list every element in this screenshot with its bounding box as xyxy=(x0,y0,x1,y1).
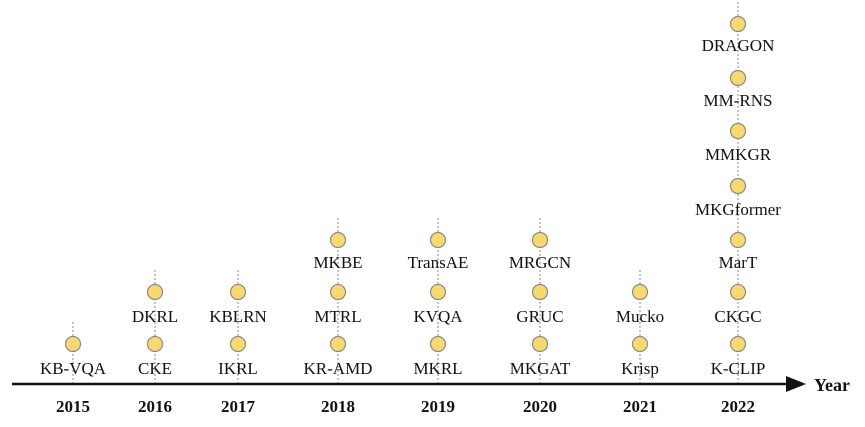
model-label: MRGCN xyxy=(509,253,571,272)
timeline-node-marker xyxy=(329,283,347,301)
timeline-node-marker xyxy=(729,283,747,301)
model-label: IKRL xyxy=(218,359,258,378)
timeline-node-marker xyxy=(729,177,747,195)
timeline-node-marker xyxy=(329,231,347,249)
timeline-node-marker xyxy=(631,335,649,353)
timeline-node-marker xyxy=(631,283,649,301)
model-label: MTRL xyxy=(314,307,361,326)
model-label: CKE xyxy=(138,359,172,378)
timeline-node-marker xyxy=(531,231,549,249)
model-label: DRAGON xyxy=(702,36,775,55)
model-label: MKGAT xyxy=(510,359,571,378)
timeline-node-marker xyxy=(146,283,164,301)
year-label: 2018 xyxy=(321,397,355,416)
model-label: K-CLIP xyxy=(711,359,766,378)
model-label: KBLRN xyxy=(209,307,267,326)
year-label: 2016 xyxy=(138,397,172,416)
model-label: KB-VQA xyxy=(40,359,107,378)
timeline-node-marker xyxy=(229,283,247,301)
model-label: GRUC xyxy=(516,307,563,326)
timeline-node-marker xyxy=(729,122,747,140)
model-label: KR-AMD xyxy=(304,359,373,378)
model-label: KVQA xyxy=(413,307,463,326)
model-label: DKRL xyxy=(132,307,178,326)
timeline-node-marker xyxy=(729,69,747,87)
year-label: 2015 xyxy=(56,397,90,416)
model-label: MKBE xyxy=(313,253,362,272)
timeline-node-marker xyxy=(729,335,747,353)
year-label: 2020 xyxy=(523,397,557,416)
year-label: 2022 xyxy=(721,397,755,416)
model-label: Krisp xyxy=(621,359,659,378)
year-label: 2021 xyxy=(623,397,657,416)
timeline-node-marker xyxy=(64,335,82,353)
timeline-node-marker xyxy=(229,335,247,353)
timeline-node-marker xyxy=(729,15,747,33)
model-label: MKRL xyxy=(413,359,462,378)
timeline-node-marker xyxy=(729,231,747,249)
timeline-node-marker xyxy=(429,335,447,353)
model-label: MarT xyxy=(719,253,758,272)
axis-label: Year xyxy=(814,375,850,395)
timeline-node-marker xyxy=(531,283,549,301)
timeline-node-marker xyxy=(329,335,347,353)
model-label: MM-RNS xyxy=(704,91,773,110)
timeline-node-marker xyxy=(429,283,447,301)
timeline-node-marker xyxy=(146,335,164,353)
axis-arrow-icon xyxy=(786,376,806,392)
model-label: TransAE xyxy=(408,253,469,272)
timeline-nodes: KB-VQA 2015 CKE DKRL 2016 IKRL KBLRN 2017 KR-AMD… xyxy=(40,15,781,416)
model-label: CKGC xyxy=(714,307,761,326)
model-label: Mucko xyxy=(616,307,664,326)
model-label: MKGformer xyxy=(695,200,781,219)
year-label: 2017 xyxy=(221,397,256,416)
timeline-node-marker xyxy=(531,335,549,353)
timeline-node-marker xyxy=(429,231,447,249)
guide-lines xyxy=(72,2,739,384)
year-label: 2019 xyxy=(421,397,455,416)
model-label: MMKGR xyxy=(705,145,772,164)
